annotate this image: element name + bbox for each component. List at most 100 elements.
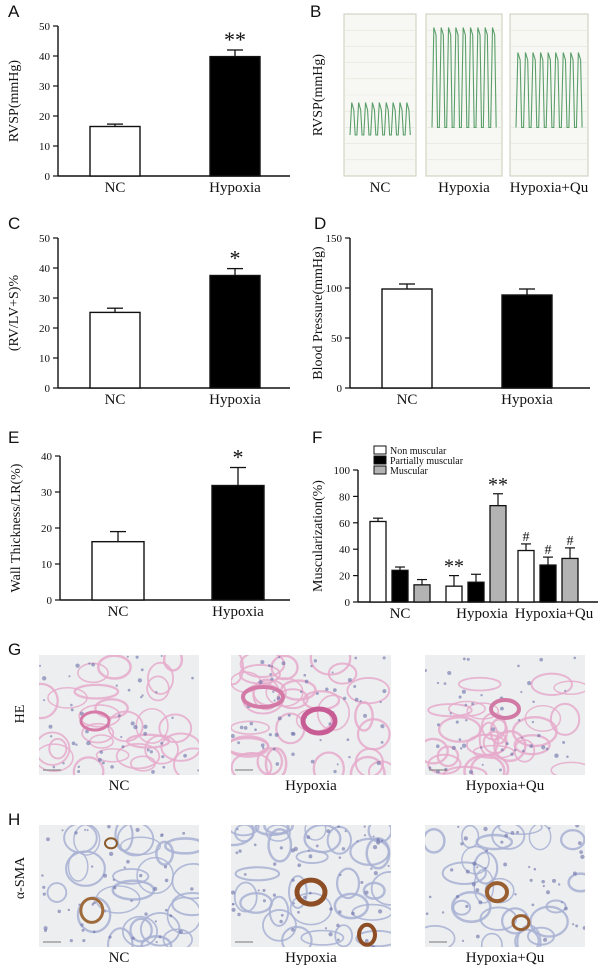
y-tick-label: 20	[39, 111, 51, 123]
x-tick-label: Hypoxia	[209, 392, 261, 408]
sma-image-nc	[39, 825, 199, 947]
panel-letter-f: F	[312, 428, 323, 447]
y-tick-label: 0	[47, 595, 53, 607]
sma-caption-nc: NC	[108, 950, 130, 966]
bar-non-muscular	[517, 549, 535, 603]
y-tick-label: 10	[39, 141, 51, 153]
y-tick-label: 100	[326, 283, 343, 295]
y-tick-label: 0	[345, 597, 351, 609]
significance-mark: *	[230, 246, 241, 271]
chart-a: 01020304050RVSP(mmHg)NC**Hypoxia#Hypoxia…	[7, 21, 290, 196]
y-tick-label: 10	[41, 559, 53, 571]
bar-muscular	[489, 504, 507, 603]
bar-non-muscular	[445, 585, 463, 603]
bar-partially-muscular	[391, 569, 409, 603]
he-caption-nc: NC	[108, 778, 130, 794]
x-tick-label: NC	[397, 392, 418, 408]
pressure-trace	[349, 102, 411, 136]
significance-mark: *	[233, 445, 244, 470]
pressure-trace	[515, 52, 583, 129]
panel-letter-e: E	[8, 428, 20, 447]
bar-nc	[89, 311, 141, 389]
x-tick-label: NC	[108, 604, 129, 620]
x-tick-label: Hypoxia+Qu	[510, 180, 589, 196]
chart-f: 0 20 40 60 80 100 Muscularization(%) NC ** ** Hypo…	[311, 445, 598, 622]
bar-nc	[381, 288, 433, 389]
sma-image-hypoxia	[231, 825, 391, 947]
y-tick-label: 50	[39, 233, 51, 245]
y-tick-label: 30	[41, 487, 53, 499]
significance-mark: #	[545, 543, 552, 558]
panel-letter-d: D	[314, 214, 327, 233]
bar-hypoxia	[209, 274, 261, 389]
y-tick-label: 20	[339, 571, 351, 583]
y-tick-label: 0	[45, 383, 51, 395]
x-tick-label: Hypoxia	[438, 180, 490, 196]
bar-nc	[91, 540, 145, 601]
bar-nc	[89, 125, 141, 177]
x-tick-label: NC	[370, 180, 391, 196]
bar-hypoxia	[501, 294, 553, 389]
tissue-texture	[425, 825, 585, 947]
y-axis-label: Blood Pressure(mmHg)	[311, 246, 326, 380]
sma-caption-hypoxia: Hypoxia	[285, 950, 337, 966]
bar-muscular	[561, 557, 579, 603]
y-tick-label: 40	[41, 451, 53, 463]
x-tick-label: NC	[105, 392, 126, 408]
x-tick-label: NC	[105, 180, 126, 196]
y-axis-label: (RV/LV+S)%	[7, 275, 22, 352]
panel-letter-c: C	[8, 214, 21, 233]
trace-panel-nc	[343, 13, 417, 177]
y-tick-label: 50	[331, 333, 343, 345]
significance-mark: #	[523, 530, 530, 545]
legend-swatch	[373, 455, 387, 465]
y-axis-label: RVSP(mmHg)	[311, 54, 326, 136]
row-label-he: HE	[13, 704, 28, 724]
x-tick-label: Hypoxia+Qu	[515, 606, 594, 622]
tissue-texture	[39, 655, 199, 775]
y-tick-label: 30	[39, 293, 51, 305]
y-tick-label: 20	[39, 323, 51, 335]
y-tick-label: 20	[41, 523, 53, 535]
trace-panel-hypoxia	[425, 13, 503, 177]
bar-partially-muscular	[539, 564, 557, 603]
panel-letter-h: H	[8, 810, 21, 829]
y-axis-label: RVSP(mmHg)	[7, 60, 22, 142]
he-caption-hypoxia: Hypoxia	[285, 778, 337, 794]
significance-mark: **	[444, 556, 464, 578]
y-tick-label: 60	[339, 518, 351, 530]
y-tick-label: 0	[45, 171, 51, 183]
bar-partially-muscular	[467, 581, 485, 603]
legend-swatch	[373, 465, 387, 475]
panel-letter-a: A	[8, 2, 20, 21]
chart-c: 01020304050(RV/LV+S)%NC*Hypoxia#Hypoxia+…	[7, 233, 290, 408]
trace-panel-hypoxia-qu	[509, 13, 589, 177]
x-tick-label: Hypoxia	[456, 606, 508, 622]
he-image-hypoxia	[231, 655, 391, 775]
y-tick-label: 40	[339, 544, 351, 556]
y-tick-label: 150	[326, 233, 343, 245]
he-caption-hypoxia-qu: Hypoxia+Qu	[465, 778, 545, 794]
panel-letter-b: B	[310, 2, 322, 21]
legend-label: Non muscular	[390, 446, 447, 457]
row-label-sma: α-SMA	[13, 856, 28, 900]
x-tick-label: Hypoxia	[501, 392, 553, 408]
y-tick-label: 80	[339, 491, 351, 503]
bar-hypoxia	[209, 55, 261, 177]
legend-label: Partially muscular	[390, 456, 464, 467]
bar-non-muscular	[369, 520, 387, 603]
he-image-nc	[39, 655, 199, 775]
y-tick-label: 10	[39, 353, 51, 365]
y-tick-label: 30	[39, 81, 51, 93]
tissue-texture	[425, 655, 585, 775]
significance-mark: **	[488, 474, 508, 496]
bar-hypoxia	[211, 484, 265, 601]
tissue-texture	[39, 825, 199, 947]
panel-letter-g: G	[8, 640, 22, 659]
legend-label: Muscular	[390, 466, 428, 477]
legend-swatch	[373, 445, 387, 455]
tissue-texture	[231, 655, 391, 775]
y-tick-label: 50	[39, 21, 51, 33]
he-image-hypoxia-qu	[425, 655, 585, 775]
